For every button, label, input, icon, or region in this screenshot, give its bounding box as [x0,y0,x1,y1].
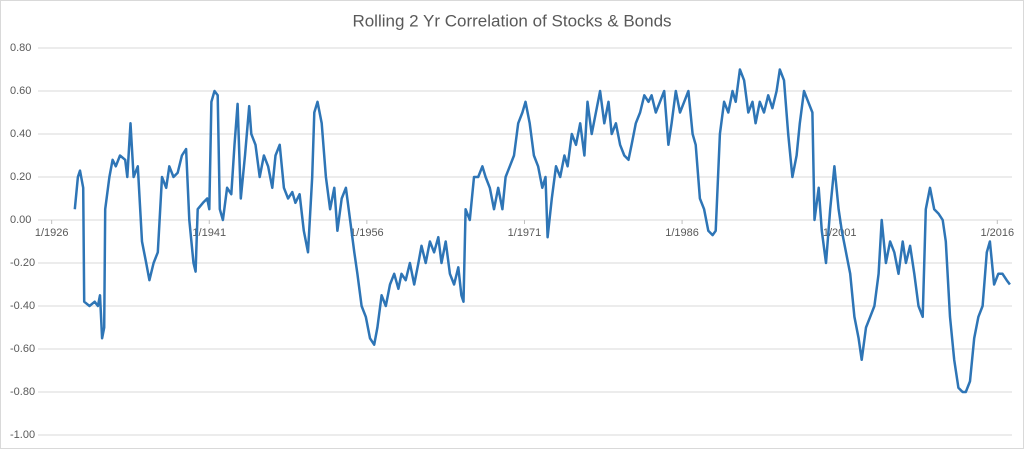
y-tick-label: -0.40 [10,300,35,312]
y-tick-label: -0.60 [10,343,35,355]
x-tick-label: 1/1971 [508,227,542,239]
y-tick-label: 0.40 [10,128,31,140]
y-tick-label: -0.80 [10,386,35,398]
x-tick-label: 1/1986 [665,227,699,239]
y-tick-label: 0.20 [10,171,31,183]
series-line [73,68,1011,394]
y-tick-label: 0.60 [10,85,31,97]
y-tick-label: 0.00 [10,214,31,226]
x-tick-label: 1/2001 [823,227,857,239]
x-tick-label: 1/1941 [192,227,226,239]
x-tick-label: 1/1956 [350,227,384,239]
x-tick-label: 1/1926 [35,227,69,239]
y-tick-label: -1.00 [10,429,35,441]
y-tick-label: -0.20 [10,257,35,269]
x-tick-label: 1/2016 [980,227,1014,239]
chart-title: Rolling 2 Yr Correlation of Stocks & Bon… [352,11,671,30]
y-tick-label: 0.80 [10,42,31,54]
